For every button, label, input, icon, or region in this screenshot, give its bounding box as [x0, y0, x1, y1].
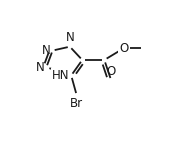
Text: N: N	[36, 61, 45, 74]
Text: O: O	[119, 42, 128, 55]
Text: N: N	[66, 31, 74, 44]
Text: O: O	[107, 65, 116, 78]
Text: HN: HN	[52, 69, 69, 82]
Text: Br: Br	[70, 97, 83, 110]
Text: N: N	[42, 44, 51, 57]
